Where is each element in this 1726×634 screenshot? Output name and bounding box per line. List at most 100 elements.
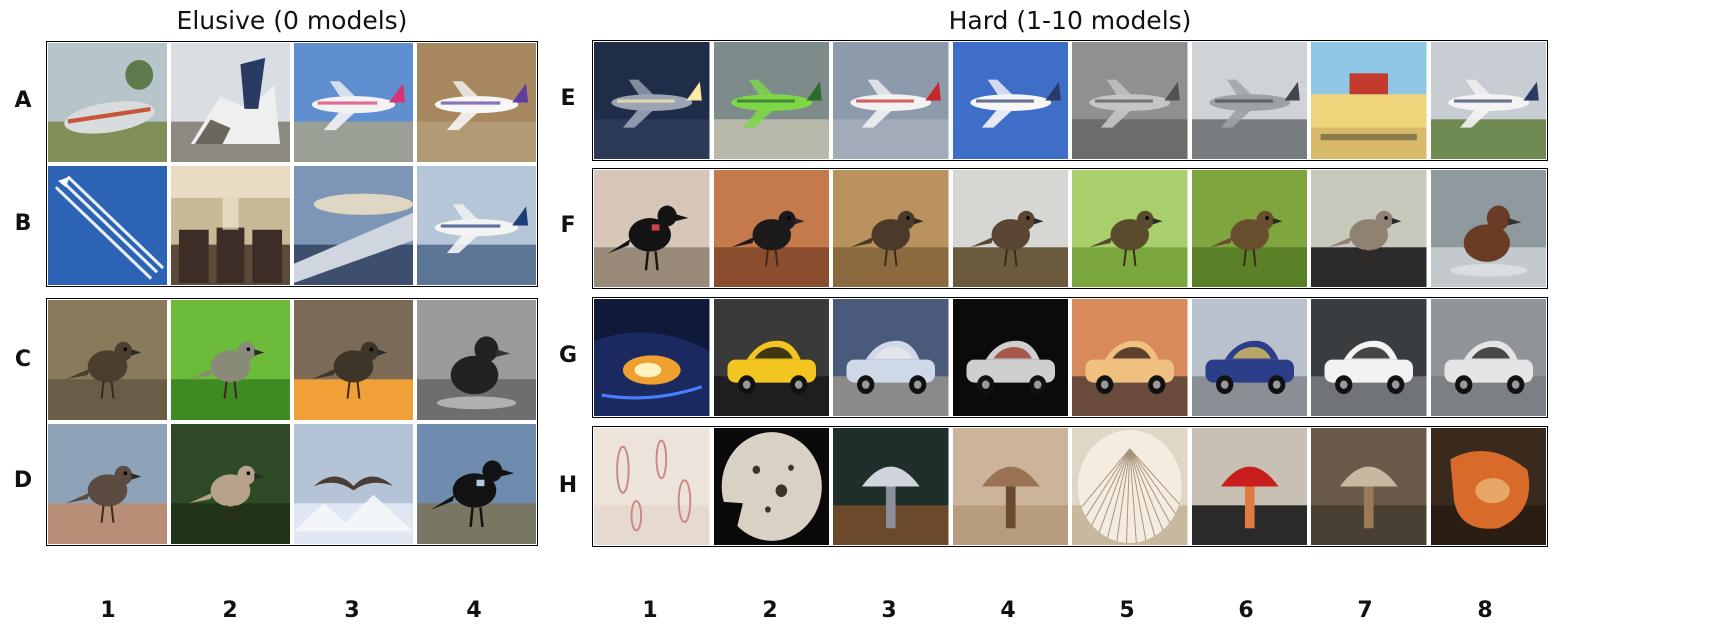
col-label-right-7: 7: [1357, 598, 1373, 623]
elusive-title: Elusive (0 models): [176, 6, 408, 35]
bird-icon: [1191, 170, 1307, 287]
grid-hard-aircraft: [594, 42, 1546, 159]
hangar-icon: [1311, 42, 1427, 159]
crashed-plane-icon: [48, 43, 167, 162]
col-label-right-3: 3: [881, 598, 897, 623]
tile-A3-colorful-airliner: [294, 43, 413, 162]
col-label-right-6: 6: [1238, 598, 1254, 623]
tile-E6-military-transport: [1191, 42, 1307, 159]
tile-G2-yellow-sports-car: [713, 299, 829, 416]
tile-A2-plane-wreckage: [171, 43, 290, 162]
mushroom-icon: [1311, 428, 1427, 545]
mushroom-icon: [952, 428, 1068, 545]
tile-E4-jet-blue-sky: [952, 42, 1068, 159]
tile-A1-crashed-airplane: [48, 43, 167, 162]
tile-G4-silver-car-top-view: [952, 299, 1068, 416]
bird-icon: [48, 424, 167, 544]
car-icon: [1311, 299, 1427, 416]
airliner-icon: [952, 42, 1068, 159]
wreckage-icon: [171, 43, 290, 162]
grid-hard-fungi: [594, 428, 1546, 545]
tile-B3-wing-over-clouds: [294, 166, 413, 285]
tile-H2-spore-print-disc: [713, 428, 829, 545]
mushroom-icon: [833, 428, 949, 545]
grid-elusive-aircraft: [48, 43, 536, 285]
grid-hard-birds: [594, 170, 1546, 287]
row-label-G: G: [558, 343, 578, 368]
grid-elusive-birds: [48, 300, 536, 544]
tile-H3-thin-mushroom: [833, 428, 949, 545]
car-icon: [713, 299, 829, 416]
tile-E1-jet-night-landing: [594, 42, 710, 159]
hard-title: Hard (1-10 models): [948, 6, 1192, 35]
bird-icon: [1311, 170, 1427, 287]
tile-E2-green-airliner: [713, 42, 829, 159]
bird-icon: [833, 170, 949, 287]
tile-F5-bird-in-branches: [1072, 170, 1188, 287]
tile-G8-silver-wagon: [1430, 299, 1546, 416]
row-label-B: B: [14, 211, 32, 236]
row-label-D: D: [13, 468, 33, 493]
crow-icon: [594, 170, 710, 287]
tile-H6-red-mushroom-cap: [1191, 428, 1307, 545]
airliner-icon: [294, 43, 413, 162]
wing-icon: [294, 166, 413, 285]
tile-G7-white-convertibles: [1311, 299, 1427, 416]
tile-B4-two-jets-landing: [417, 166, 536, 285]
tile-F7-bird-on-post: [1311, 170, 1427, 287]
tile-D4-crow-on-hill: [417, 424, 536, 544]
airliner-icon: [833, 42, 949, 159]
col-label-right-4: 4: [1000, 598, 1016, 623]
fungus-icon: [1430, 428, 1546, 545]
tile-A4-airliner-on-runway: [417, 43, 536, 162]
tile-B1-contrail-in-sky: [48, 166, 167, 285]
tile-D3-bird-flying-over-mountains: [294, 424, 413, 544]
grid-hard-cars: [594, 299, 1546, 416]
gills-icon: [1072, 428, 1188, 545]
bird-icon: [171, 424, 290, 544]
col-label-right-8: 8: [1477, 598, 1493, 623]
col-label-left-1: 1: [100, 598, 116, 623]
airliner-icon: [417, 43, 536, 162]
bird-icon: [294, 300, 413, 420]
tile-G3-car-on-road: [833, 299, 949, 416]
crow-icon: [417, 424, 536, 544]
car-icon: [1430, 299, 1546, 416]
bird-icon: [171, 300, 290, 420]
tile-E7-airport-hangar: [1311, 42, 1427, 159]
car-icon: [952, 299, 1068, 416]
tile-G5-sports-car-doors-open: [1072, 299, 1188, 416]
tile-E5-jets-on-tarmac: [1072, 42, 1188, 159]
tile-C2-bird-in-leaves: [171, 300, 290, 420]
airliner-icon: [713, 42, 829, 159]
bird-icon: [1072, 170, 1188, 287]
col-label-right-2: 2: [762, 598, 778, 623]
car-icon: [833, 299, 949, 416]
tile-F2-bird-closeup: [713, 170, 829, 287]
tile-F3-bird-on-dirt: [833, 170, 949, 287]
tile-G1-car-headlight: [594, 299, 710, 416]
bird-icon: [713, 170, 829, 287]
col-label-left-4: 4: [466, 598, 482, 623]
tile-D2-bird-on-branch: [171, 424, 290, 544]
airliner-icon: [1072, 42, 1188, 159]
bird-icon: [952, 170, 1068, 287]
airliner-icon: [1191, 42, 1307, 159]
col-label-right-5: 5: [1119, 598, 1135, 623]
bird-flying-icon: [294, 424, 413, 544]
mushroom-icon: [1191, 428, 1307, 545]
spores-icon: [594, 428, 710, 545]
spore-print-icon: [713, 428, 829, 545]
col-label-left-2: 2: [222, 598, 238, 623]
col-label-right-1: 1: [642, 598, 658, 623]
tile-C3-bird-with-oranges: [294, 300, 413, 420]
row-label-E: E: [560, 86, 576, 111]
row-label-C: C: [14, 347, 32, 372]
col-label-left-3: 3: [344, 598, 360, 623]
airliner-icon: [417, 166, 536, 285]
tile-B2-airplane-cabin: [171, 166, 290, 285]
tile-C4-duckling-grayscale: [417, 300, 536, 420]
tile-F8-duck-in-water: [1430, 170, 1546, 287]
duck-icon: [1430, 170, 1546, 287]
row-label-A: A: [14, 88, 32, 113]
